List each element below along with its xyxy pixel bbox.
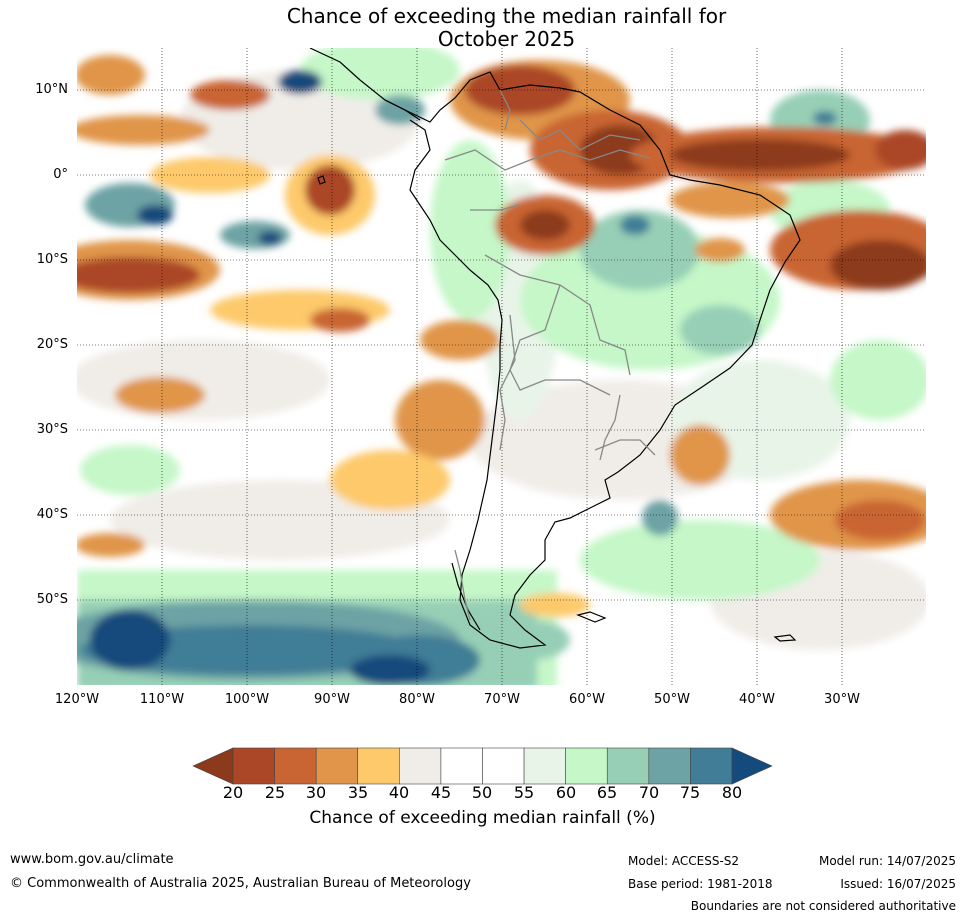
lat-tick-label: 0° bbox=[53, 167, 68, 182]
lon-tick-label: 70°W bbox=[484, 692, 520, 707]
colorbar-label: 80 bbox=[721, 783, 743, 802]
coastlines bbox=[309, 48, 801, 649]
issued-text: Issued: 16/07/2025 bbox=[840, 877, 956, 891]
colorbar-label: 40 bbox=[388, 783, 410, 802]
lon-tick-label: 90°W bbox=[314, 692, 350, 707]
rainfall-field bbox=[77, 48, 926, 685]
colorbar-segment bbox=[274, 747, 317, 785]
lon-tick-label: 40°W bbox=[739, 692, 775, 707]
country-borders bbox=[444, 89, 656, 621]
lon-tick-label: 110°W bbox=[139, 692, 185, 707]
colorbar-title: Chance of exceeding median rainfall (%) bbox=[309, 808, 656, 828]
lat-tick-label: 30°S bbox=[36, 422, 68, 437]
base-period-text: Base period: 1981-2018 bbox=[628, 877, 773, 891]
colorbar-segment bbox=[648, 747, 691, 785]
graticule bbox=[77, 48, 926, 685]
colorbar-label: 45 bbox=[430, 783, 452, 802]
lon-tick-label: 120°W bbox=[54, 692, 100, 707]
disclaimer-text: Boundaries are not considered authoritat… bbox=[690, 899, 956, 913]
lat-tick-label: 50°S bbox=[36, 592, 68, 607]
lat-tick-label: 10°S bbox=[36, 252, 68, 267]
colorbar-segment bbox=[565, 747, 608, 785]
colorbar-under-arrow bbox=[192, 747, 234, 785]
map-title-line2: October 2025 bbox=[437, 27, 576, 51]
colorbar-label: 70 bbox=[638, 783, 660, 802]
colorbar-label: 60 bbox=[555, 783, 577, 802]
colorbar bbox=[192, 747, 773, 785]
colorbar-segment bbox=[440, 747, 483, 785]
colorbar-label: 55 bbox=[513, 783, 535, 802]
colorbar-segment bbox=[232, 747, 275, 785]
lon-tick-label: 30°W bbox=[824, 692, 860, 707]
colorbar-label: 25 bbox=[264, 783, 286, 802]
colorbar-label: 20 bbox=[222, 783, 244, 802]
colorbar-segment bbox=[523, 747, 566, 785]
colorbar-label: 65 bbox=[596, 783, 618, 802]
colorbar-segment bbox=[690, 747, 733, 785]
model-run-text: Model run: 14/07/2025 bbox=[818, 854, 956, 868]
lon-tick-label: 60°W bbox=[569, 692, 605, 707]
lat-tick-label: 40°S bbox=[36, 507, 68, 522]
map-title-line1: Chance of exceeding the median rainfall … bbox=[286, 4, 727, 28]
colorbar-segment bbox=[357, 747, 400, 785]
website-link[interactable]: www.bom.gov.au/climate bbox=[10, 852, 174, 867]
colorbar-segment bbox=[482, 747, 525, 785]
lon-tick-label: 80°W bbox=[399, 692, 435, 707]
copyright-text: © Commonwealth of Australia 2025, Austra… bbox=[10, 876, 471, 891]
colorbar-segment bbox=[399, 747, 442, 785]
model-text: Model: ACCESS-S2 bbox=[628, 854, 740, 868]
colorbar-segments bbox=[232, 747, 733, 785]
colorbar-label: 75 bbox=[679, 783, 701, 802]
lat-tick-label: 10°N bbox=[35, 82, 68, 97]
lon-tick-label: 100°W bbox=[224, 692, 270, 707]
lon-tick-label: 50°W bbox=[654, 692, 690, 707]
colorbar-label: 50 bbox=[471, 783, 493, 802]
colorbar-label: 30 bbox=[305, 783, 327, 802]
lat-tick-label: 20°S bbox=[36, 337, 68, 352]
colorbar-segment bbox=[606, 747, 650, 785]
colorbar-label: 35 bbox=[347, 783, 369, 802]
colorbar-over-arrow bbox=[731, 747, 773, 785]
colorbar-segment bbox=[315, 747, 359, 785]
